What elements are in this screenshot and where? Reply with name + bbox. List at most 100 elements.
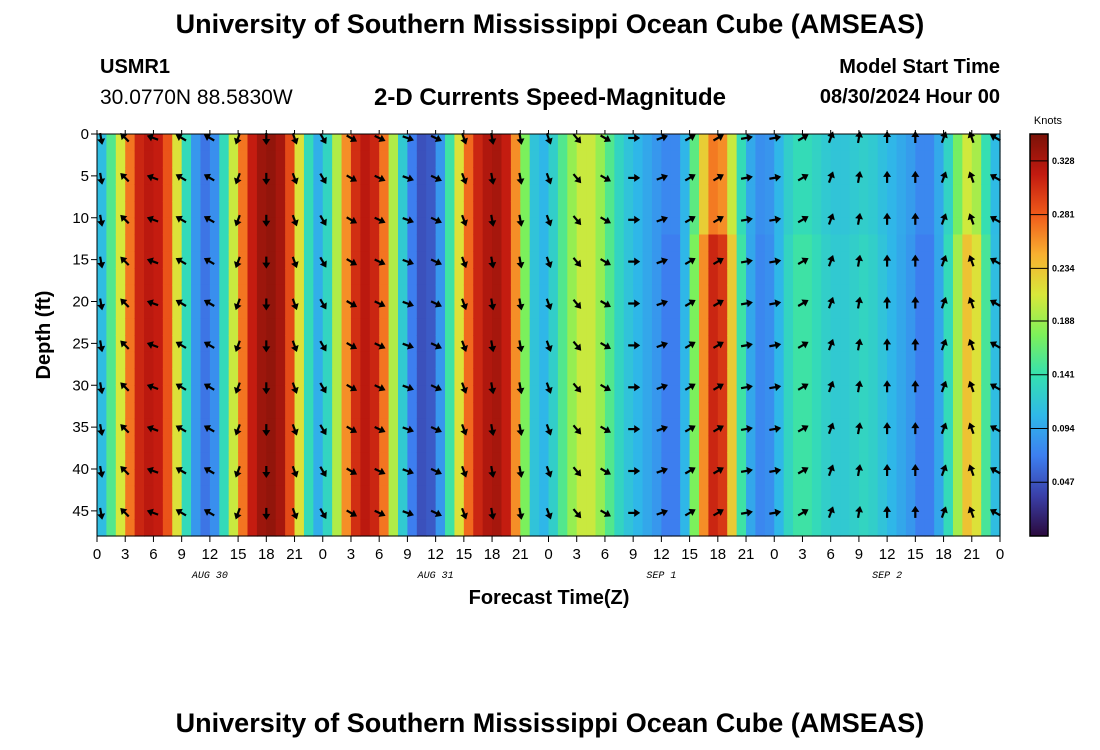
- heatmap-cell: [746, 201, 757, 219]
- heatmap-cell: [162, 351, 173, 370]
- current-vector-arrow: [262, 214, 271, 227]
- vector-head: [233, 344, 242, 352]
- heatmap-cell: [501, 402, 512, 420]
- heatmap-cell: [623, 201, 634, 219]
- heatmap-cell: [971, 318, 982, 336]
- vector-head: [203, 215, 212, 223]
- heatmap-cell: [463, 318, 474, 336]
- heatmap-cell: [783, 502, 794, 520]
- heatmap-cell: [651, 469, 662, 487]
- heatmap-cell: [651, 217, 662, 236]
- heatmap-cell: [209, 318, 220, 336]
- current-vector-arrow: [175, 134, 187, 142]
- heatmap-cell: [661, 268, 672, 286]
- vector-head: [516, 471, 525, 478]
- heatmap-cell: [576, 201, 587, 219]
- heatmap-cell: [454, 301, 465, 319]
- heatmap-cell: [680, 485, 691, 504]
- heatmap-cell: [501, 184, 512, 202]
- current-vector-arrow: [684, 383, 696, 391]
- current-vector-arrow: [989, 508, 1001, 517]
- heatmap-cell: [539, 351, 550, 370]
- current-vector-arrow: [262, 298, 271, 311]
- heatmap-cell: [905, 201, 916, 219]
- heatmap-cell: [350, 385, 361, 403]
- heatmap-cell: [416, 234, 427, 252]
- heatmap-cell: [717, 301, 728, 319]
- heatmap-cell: [275, 335, 286, 353]
- vector-head: [574, 385, 582, 393]
- vector-head: [660, 466, 668, 475]
- heatmap-cell: [840, 134, 851, 152]
- heatmap-cell: [209, 201, 220, 219]
- heatmap-cell: [586, 134, 597, 152]
- model-start-label: Model Start Time: [839, 56, 1000, 78]
- x-tick-label: 6: [149, 546, 157, 563]
- heatmap-cell: [454, 368, 465, 386]
- heatmap-cell: [172, 217, 183, 236]
- heatmap-cell: [633, 134, 644, 152]
- heatmap-cell: [445, 351, 456, 370]
- heatmap-cell: [97, 251, 108, 269]
- heatmap-cell: [492, 452, 503, 470]
- heatmap-cell: [962, 485, 973, 504]
- heatmap-cell: [567, 201, 578, 219]
- heatmap-cell: [247, 217, 258, 236]
- current-vector-arrow: [712, 383, 724, 391]
- heatmap-cell: [934, 402, 945, 420]
- y-tick-label: 45: [72, 503, 89, 520]
- heatmap-cell: [219, 217, 230, 236]
- vector-head: [120, 214, 128, 222]
- vector-head: [349, 216, 358, 224]
- heatmap-cell: [952, 485, 963, 504]
- heatmap-cell: [398, 469, 409, 487]
- current-vector-arrow: [712, 341, 724, 349]
- day-label: SEP 2: [872, 571, 902, 582]
- heatmap-cell: [247, 502, 258, 520]
- vector-head: [97, 261, 106, 269]
- vector-head: [349, 174, 358, 182]
- heatmap-cell: [604, 469, 615, 487]
- current-vector-arrow: [488, 256, 497, 269]
- heatmap-cell: [783, 335, 794, 353]
- heatmap-cell: [661, 301, 672, 319]
- heatmap-cell: [915, 251, 926, 269]
- heatmap-cell: [303, 519, 314, 537]
- vector-head: [516, 513, 525, 520]
- day-label: SEP 1: [646, 571, 676, 582]
- heatmap-cell: [332, 519, 343, 537]
- heatmap-cell: [275, 418, 286, 437]
- heatmap-cell: [275, 485, 286, 504]
- current-vector-arrow: [120, 172, 130, 183]
- heatmap-cell: [360, 519, 371, 537]
- heatmap-cell: [576, 167, 587, 185]
- heatmap-cell: [567, 385, 578, 403]
- heatmap-cell: [905, 351, 916, 370]
- heatmap-cell: [482, 351, 493, 370]
- heatmap-cell: [219, 335, 230, 353]
- heatmap-cell: [106, 134, 117, 152]
- heatmap-cell: [313, 318, 324, 336]
- heatmap-cell: [501, 502, 512, 520]
- heatmap-cell: [350, 435, 361, 453]
- heatmap-cell: [670, 368, 681, 386]
- heatmap-cell: [144, 385, 155, 403]
- vector-head: [688, 383, 696, 391]
- heatmap-cell: [614, 201, 625, 219]
- heatmap-cell: [473, 469, 484, 487]
- heatmap-cell: [416, 150, 427, 169]
- heatmap-cell: [294, 301, 305, 319]
- heatmap-cell: [783, 469, 794, 487]
- current-vector-arrow: [628, 257, 641, 266]
- heatmap-cell: [510, 335, 521, 353]
- heatmap-cell: [943, 318, 954, 336]
- vector-head: [774, 341, 782, 350]
- current-vector-arrow: [940, 464, 948, 477]
- heatmap-cell: [830, 469, 841, 487]
- heatmap-cell: [539, 284, 550, 303]
- heatmap-cell: [858, 217, 869, 236]
- heatmap-cell: [670, 519, 681, 537]
- vector-head: [660, 508, 668, 517]
- heatmap-cell: [191, 234, 202, 252]
